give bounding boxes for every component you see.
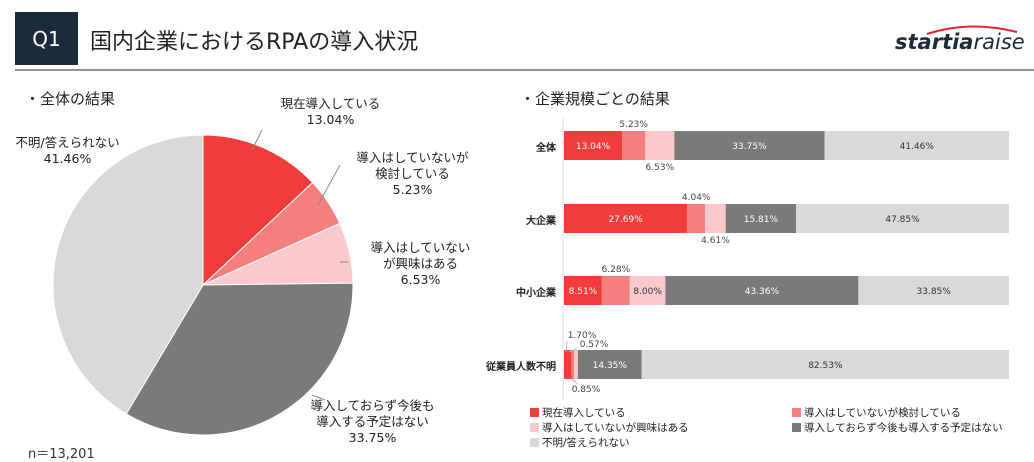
bar-label: 13.04% <box>576 142 611 152</box>
legend-label: 導入はしていないが興味はある <box>542 422 689 434</box>
row-label: 全体 <box>536 143 556 154</box>
bar-label: 6.53% <box>646 163 675 173</box>
legend-item: 導入はしていないが興味はある <box>530 420 689 435</box>
bar-label: 0.85% <box>572 385 601 395</box>
pie-label-line: 13.04% <box>306 112 355 127</box>
legend-label: 現在導入している <box>542 407 626 419</box>
row-label: 大企業 <box>526 216 556 227</box>
bar-label: 8.00% <box>633 287 662 297</box>
pie-label-line: 33.75% <box>348 430 397 445</box>
bar-segment <box>858 276 1009 305</box>
pie-chart <box>52 129 354 436</box>
pie-slice-3 <box>125 282 354 436</box>
bar-label: 1.70% <box>568 331 597 341</box>
bar-label: 14.35% <box>593 361 628 371</box>
bar-segment <box>622 131 646 160</box>
sample-size: n＝13,201 <box>28 447 95 462</box>
legend-label: 導入しておらず今後も導入する予定はない <box>804 422 1003 434</box>
question-badge: Q1 <box>15 12 78 65</box>
legend-item: 不明/答えられない <box>530 435 630 450</box>
bar-label: 8.51% <box>569 287 598 297</box>
pie-label: 現在導入している 13.04% <box>258 96 403 128</box>
pie-label: 導入はしていないが 検討している 5.23% <box>340 150 485 198</box>
pie-label-line: 導入する予定はない <box>316 414 429 429</box>
pie-label-line: 不明/答えられない <box>15 135 120 150</box>
legend-item: 導入はしていないが検討している <box>792 405 961 420</box>
legend-swatch <box>792 408 801 417</box>
row-label: 従業員人数不明 <box>486 362 556 373</box>
leader-line <box>568 348 577 353</box>
row-label: 中小企業 <box>516 288 556 299</box>
bar-segment <box>564 204 688 233</box>
bar-segment <box>571 350 575 379</box>
bar-label: 6.28% <box>602 265 631 275</box>
logo-light: raise <box>973 30 1025 54</box>
legend-label: 導入はしていないが検討している <box>804 407 961 419</box>
pie-label-line: 導入はしていない <box>370 240 471 255</box>
pie-label: 導入しておらず今後も 導入する予定はない 33.75% <box>300 398 445 446</box>
pie-label-line: 検討している <box>375 166 450 181</box>
logo: startiaraise <box>895 30 1025 54</box>
bar-segment <box>824 131 1010 160</box>
bar-segment <box>564 350 572 379</box>
leader-line <box>317 164 341 206</box>
bar-segment <box>574 350 578 379</box>
bar-segment <box>725 204 797 233</box>
bar-label: 82.53% <box>808 361 843 371</box>
logo-arc-icon <box>926 25 1018 35</box>
section-by-size: ・企業規模ごとの結果 <box>520 90 670 108</box>
legend-swatch <box>530 408 539 417</box>
leader-line <box>570 378 579 385</box>
legend-label: 不明/答えられない <box>542 437 630 449</box>
pie-label-line: 6.53% <box>400 272 441 287</box>
header-divider <box>15 69 1034 71</box>
pie-label-line: 導入はしていないが <box>356 150 469 165</box>
bar-segment <box>564 131 623 160</box>
legend-item: 現在導入している <box>530 405 626 420</box>
bar-label: 33.75% <box>732 142 767 152</box>
bar-segment <box>674 131 825 160</box>
pie-label: 導入はしていない が興味はある 6.53% <box>348 240 493 288</box>
pie-label-line: が興味はある <box>382 256 458 271</box>
bar-segment <box>687 204 706 233</box>
bar-segment <box>641 350 1009 379</box>
pie-label-line: 5.23% <box>392 182 433 197</box>
leader-line <box>565 340 568 353</box>
bar-label: 5.23% <box>619 120 648 130</box>
pie-label-line: 導入しておらず今後も <box>310 398 435 413</box>
bar-label: 47.85% <box>885 215 920 225</box>
logo-bold: startia <box>895 30 974 54</box>
bar-segment <box>577 350 642 379</box>
bar-segment <box>665 276 859 305</box>
bar-label: 4.61% <box>701 236 730 246</box>
bar-label: 33.85% <box>917 287 952 297</box>
leader-line <box>251 129 263 151</box>
bar-segment <box>796 204 1009 233</box>
bar-label: 41.46% <box>900 142 935 152</box>
legend-swatch <box>530 423 539 432</box>
legend-swatch <box>530 438 539 447</box>
pie-slice-0 <box>202 134 314 287</box>
pie-label: 不明/答えられない 41.46% <box>5 135 130 167</box>
bar-label: 43.36% <box>745 287 780 297</box>
legend-item: 導入しておらず今後も導入する予定はない <box>792 420 1003 435</box>
bar-segment <box>601 276 630 305</box>
bar-label: 4.04% <box>682 193 711 203</box>
bar-label: 15.81% <box>744 215 779 225</box>
bar-label: 0.57% <box>580 340 609 350</box>
page-title: 国内企業におけるRPAの導入状況 <box>90 30 419 55</box>
pie-label-line: 現在導入している <box>280 96 381 111</box>
leader-line <box>311 394 326 401</box>
pie-label-line: 41.46% <box>43 151 92 166</box>
bar-label: 27.69% <box>608 215 643 225</box>
bar-segment <box>705 204 726 233</box>
bar-segment <box>564 276 602 305</box>
pie-slice-4 <box>52 134 204 415</box>
bar-segment <box>629 276 666 305</box>
legend-swatch <box>792 423 801 432</box>
section-overall: ・全体の結果 <box>25 90 116 108</box>
bar-segment <box>645 131 675 160</box>
